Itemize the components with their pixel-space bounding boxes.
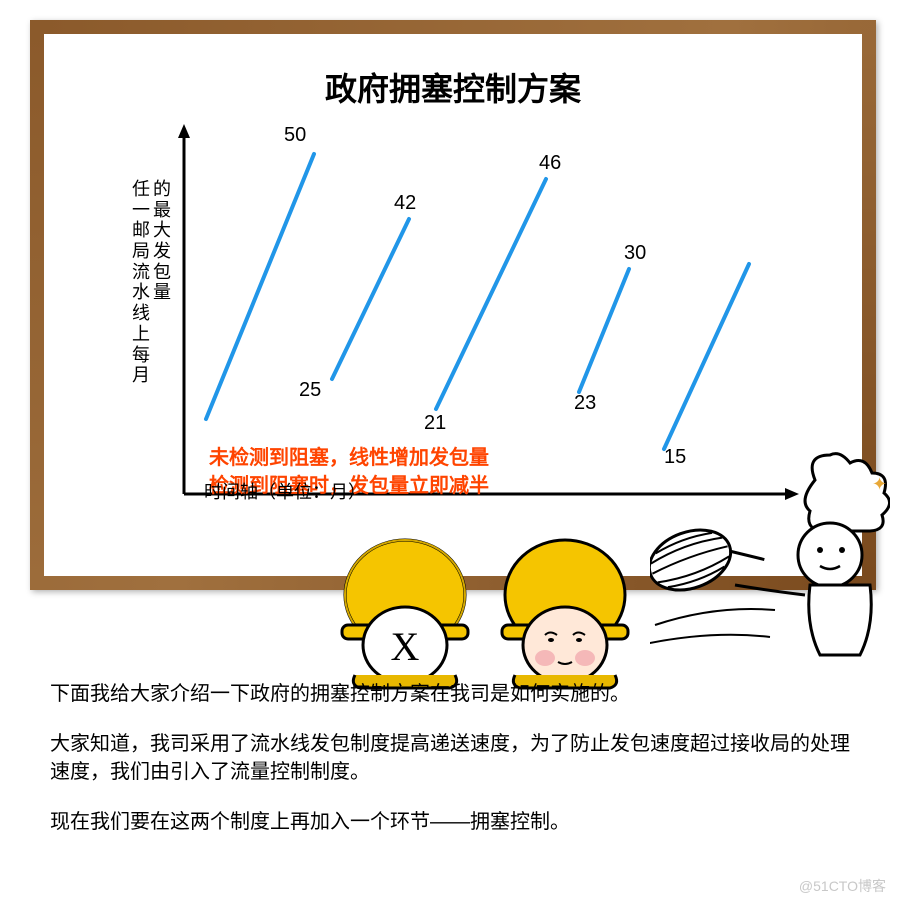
character-chef: ✦ [650,450,890,680]
chart-segment [206,154,314,419]
chart-value-label: 21 [424,412,446,435]
chart-segment [436,179,546,409]
chart-segment [332,219,409,379]
paragraph-2: 大家知道，我司采用了流水线发包制度提高递送速度，为了防止发包速度超过接收局的处理… [50,730,856,786]
x-axis-label: 时间轴（单位：月） [204,478,366,504]
chart-value-label: 23 [574,392,596,415]
chart-segment [664,264,749,449]
chart-value-label: 50 [284,124,306,147]
description-paragraphs: 下面我给大家介绍一下政府的拥塞控制方案在我司是如何实施的。 大家知道，我司采用了… [50,680,856,858]
chart-value-label: 30 [624,242,646,265]
chart-value-label: 25 [299,379,321,402]
svg-text:✦: ✦ [872,474,887,494]
chart-value-label: 42 [394,192,416,215]
watermark: @51CTO博客 [799,876,886,896]
chart-value-label: 46 [539,152,561,175]
paragraph-3: 现在我们要在这两个制度上再加入一个环节——拥塞控制。 [50,808,856,836]
character-helmet-face [490,530,640,690]
face-x-label: X [391,624,420,669]
character-helmet-x: X [330,530,480,690]
paragraph-1: 下面我给大家介绍一下政府的拥塞控制方案在我司是如何实施的。 [50,680,856,708]
chart-segment [579,269,629,392]
congestion-chart: 任一邮局流水线上每月 的最大发包量 5042254621302315 未检测到阻… [134,124,814,494]
chart-title: 政府拥塞控制方案 [44,64,862,110]
